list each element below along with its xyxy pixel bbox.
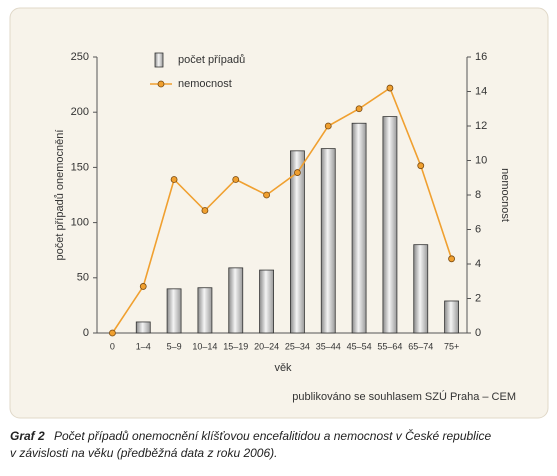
marker: [201, 207, 209, 214]
legend-label: nemocnost: [178, 78, 232, 90]
marker: [448, 255, 455, 263]
y2-tick-label: 12: [475, 120, 487, 132]
marker: [170, 176, 178, 183]
marker: [263, 191, 270, 199]
marker: [324, 122, 332, 130]
legend-swatch: [157, 80, 165, 88]
y-tick-label: 0: [83, 327, 89, 339]
marker: [232, 176, 240, 183]
legend-label: počet případů: [178, 54, 245, 66]
y-tick-label: 100: [71, 217, 89, 229]
x-axis-label: věk: [274, 362, 292, 374]
y-tick-label: 250: [71, 51, 89, 63]
y2-tick-label: 6: [475, 223, 481, 235]
x-tick-label: 75+: [444, 341, 459, 351]
y2-tick-label: 0: [475, 327, 481, 339]
line: [111, 86, 453, 334]
caption-line: v závislosti na věku (předběžná data z r…: [10, 446, 277, 460]
y-tick-label: 50: [77, 272, 89, 284]
bar: [197, 287, 213, 334]
bar: [413, 244, 429, 334]
x-tick-label: 10–14: [192, 341, 217, 351]
legend-swatch: [154, 52, 164, 68]
y-tick-label: 150: [71, 161, 89, 173]
y-axis-label: počet případů onemocnění: [54, 130, 66, 261]
marker: [109, 329, 116, 337]
y2-tick-label: 16: [475, 51, 487, 63]
y2-tick-label: 2: [475, 292, 481, 304]
bar: [351, 122, 367, 334]
note: publikováno se souhlasem SZÚ Praha – CEM: [292, 390, 516, 403]
y2-tick-label: 4: [475, 258, 481, 270]
x-tick-label: 0: [110, 341, 115, 351]
marker: [294, 169, 301, 176]
bar: [320, 148, 336, 334]
caption-line: Počet případů onemocnění klíšťovou encef…: [54, 428, 492, 443]
bar: [290, 150, 305, 334]
y2-tick-label: 14: [475, 85, 487, 97]
x-tick-label: 20–24: [254, 341, 279, 351]
x-tick-label: 45–54: [347, 341, 372, 351]
x-tick-label: 65–74: [408, 341, 433, 351]
marker: [139, 283, 147, 290]
bar: [166, 288, 182, 334]
x-tick-label: 25–34: [285, 341, 310, 351]
x-tick-label: 35–44: [316, 341, 341, 351]
y2-axis-label: nemocnost: [499, 168, 511, 222]
y-tick-label: 200: [71, 106, 89, 118]
x-tick-label: 15–19: [223, 341, 248, 351]
bar: [259, 269, 274, 334]
x-tick-label: 5–9: [167, 341, 182, 351]
bar: [382, 116, 398, 334]
y2-tick-label: 10: [475, 154, 487, 166]
y2-tick-label: 8: [475, 189, 481, 201]
marker: [386, 84, 394, 92]
x-tick-label: 1–4: [136, 341, 151, 351]
marker: [417, 162, 425, 170]
marker: [355, 105, 363, 113]
x-tick-label: 55–64: [377, 341, 402, 351]
bar: [444, 300, 459, 334]
bar: [135, 321, 151, 334]
caption-label: Graf 2: [10, 429, 45, 443]
bar: [228, 267, 244, 334]
